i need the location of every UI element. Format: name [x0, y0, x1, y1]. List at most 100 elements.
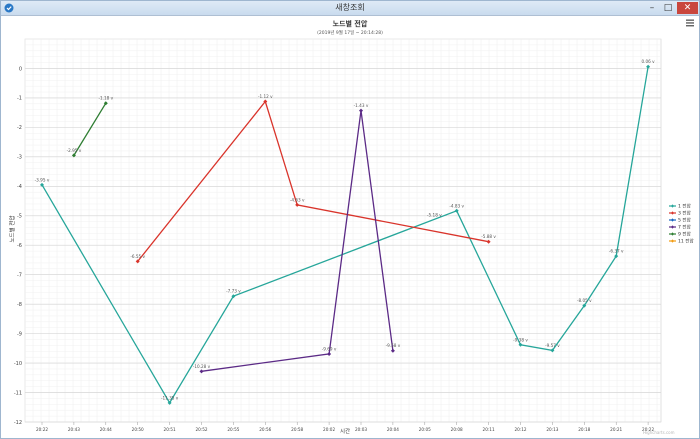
minimize-button[interactable]: – — [649, 3, 655, 13]
data-point[interactable] — [454, 208, 459, 213]
title-bar[interactable]: 새창조회 – □ ✕ — [1, 1, 699, 16]
y-tick-label: -2 — [17, 125, 22, 131]
y-tick-label: -10 — [14, 361, 22, 367]
data-label: -9.38 v — [513, 337, 528, 342]
chart-title: 노드별 전압 — [333, 19, 368, 28]
y-tick-label: -5 — [17, 214, 22, 220]
data-point[interactable] — [103, 101, 108, 106]
data-point[interactable] — [295, 202, 300, 207]
x-tick-label: 20:21 — [610, 427, 622, 432]
data-label: 0.06 v — [642, 59, 656, 64]
data-label: -8.05 v — [577, 298, 592, 303]
legend-label[interactable]: 11 전압 — [678, 238, 695, 245]
data-label: -10.28 v — [193, 364, 211, 369]
data-label: -11.35 v — [161, 395, 179, 400]
y-tick-label: -11 — [14, 390, 22, 396]
y-tick-label: -7 — [17, 272, 22, 278]
x-tick-label: 20:22 — [642, 427, 654, 432]
legend-marker[interactable] — [670, 239, 675, 243]
x-tick-label: 20:04 — [387, 427, 399, 432]
data-label: -4.83 v — [449, 203, 464, 208]
legend-marker[interactable] — [670, 225, 675, 229]
grid: 0 -1 -2 -3 -4 -5 -6 -7 -8 -9 -10 -11 -12 20:22 20:43 20… — [14, 38, 662, 432]
legend-label[interactable]: 5 전압 — [678, 217, 692, 224]
legend-marker[interactable] — [670, 204, 675, 208]
x-tick-label: 20:43 — [68, 427, 80, 432]
x-tick-label: 20:02 — [323, 427, 335, 432]
x-tick-label: 20:03 — [355, 427, 367, 432]
y-tick-label: -12 — [14, 420, 22, 426]
x-tick-label: 20:11 — [483, 427, 495, 432]
window-title: 새창조회 — [335, 3, 365, 12]
data-label: -9.58 v — [386, 343, 401, 348]
data-label: -1.18 v — [98, 96, 113, 101]
legend-label[interactable]: 3 전압 — [678, 210, 692, 217]
data-point[interactable] — [486, 239, 491, 244]
x-tick-label: 20:05 — [419, 427, 431, 432]
data-point[interactable] — [550, 348, 555, 353]
data-point[interactable] — [135, 259, 140, 264]
x-tick-label: 20:08 — [451, 427, 463, 432]
hamburger-menu-icon[interactable] — [685, 18, 695, 28]
series-line-2[interactable] — [137, 100, 489, 262]
x-tick-label: 20:12 — [514, 427, 526, 432]
x-tick-label: 20:13 — [546, 427, 558, 432]
y-axis-label: 노드별 전압 — [8, 215, 16, 242]
y-tick-label: -1 — [17, 96, 22, 102]
data-point[interactable] — [327, 351, 332, 356]
data-label: -5.18 v — [427, 212, 442, 217]
data-label-layer: -3.95 v -11.35 v -7.73 v -4.83 v -9.38 v -9.5… — [35, 59, 656, 400]
series-line-5[interactable] — [73, 102, 107, 156]
y-tick-label: -8 — [17, 302, 22, 308]
data-point[interactable] — [359, 108, 363, 113]
maximize-button[interactable]: □ — [663, 3, 673, 13]
data-point[interactable] — [390, 348, 395, 353]
x-tick-label: 20:51 — [164, 427, 176, 432]
y-tick-label: -9 — [17, 331, 22, 337]
legend-marker[interactable] — [670, 232, 675, 236]
y-tick-label: 0 — [19, 66, 22, 72]
y-tick-label: -4 — [17, 184, 22, 190]
data-label: -7.73 v — [226, 289, 241, 294]
plot-area — [24, 38, 662, 423]
data-label: -9.69 v — [322, 346, 337, 351]
data-label: -5.88 v — [481, 234, 496, 239]
x-tick-label: 20:22 — [36, 427, 48, 432]
x-tick-label: 20:55 — [227, 427, 239, 432]
x-tick-label: 20:44 — [100, 427, 112, 432]
data-point[interactable] — [518, 342, 523, 347]
x-tick-label: 20:56 — [259, 427, 271, 432]
data-point[interactable] — [263, 99, 268, 104]
legend-label[interactable]: 1 전압 — [678, 203, 692, 210]
y-tick-label: -3 — [17, 155, 22, 161]
x-tick-label: 20:18 — [578, 427, 590, 432]
data-label: -4.63 v — [290, 197, 305, 202]
data-label: -6.37 v — [609, 249, 624, 254]
legend-label[interactable]: 7 전압 — [678, 224, 692, 231]
legend-marker[interactable] — [670, 211, 675, 215]
data-point[interactable] — [199, 369, 204, 374]
data-point[interactable] — [40, 182, 44, 187]
data-point[interactable] — [614, 254, 619, 259]
x-tick-label: 20:50 — [132, 427, 144, 432]
data-label: -2.95 v — [67, 148, 82, 153]
data-point[interactable] — [71, 153, 76, 158]
voltage-line-chart: 노드별 전압 (2019년 9월 17일 ~ 20:14:28) 시간 노드별 … — [8, 19, 695, 435]
series-layer — [40, 64, 651, 405]
legend-label[interactable]: 9 전압 — [678, 231, 692, 238]
data-point[interactable] — [167, 400, 172, 405]
data-label: -6.55 v — [130, 254, 145, 259]
data-point[interactable] — [646, 64, 651, 69]
x-tick-label: 20:58 — [291, 427, 303, 432]
data-point[interactable] — [231, 294, 236, 299]
data-point[interactable] — [582, 303, 587, 308]
series-line-4[interactable] — [201, 110, 394, 372]
close-button[interactable]: ✕ — [677, 2, 698, 14]
data-label: -1.43 v — [354, 103, 369, 108]
app-icon — [4, 3, 14, 13]
watermark: Highcharts.com — [643, 430, 675, 435]
y-tick-label: -6 — [17, 243, 22, 249]
legend-marker[interactable] — [670, 218, 675, 222]
